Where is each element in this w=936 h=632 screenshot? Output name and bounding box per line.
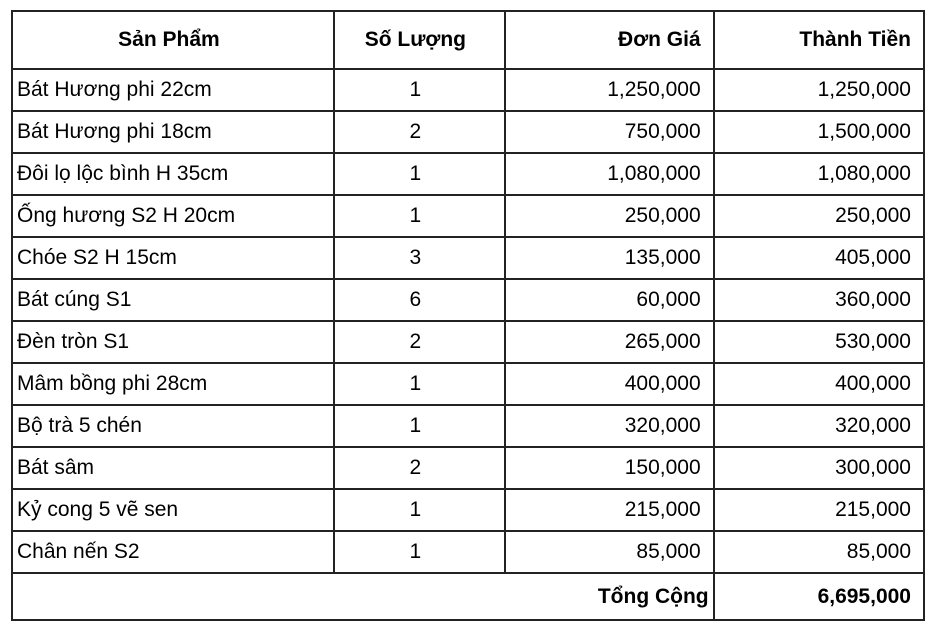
header-product: Sản Phẩm — [11, 10, 335, 70]
amount-cell: 250,000 — [712, 194, 926, 238]
table-row: Bát Hương phi 22cm 1 1,250,000 1,250,000 — [11, 68, 926, 112]
product-cell: Đèn tròn S1 — [11, 320, 335, 364]
total-row: Tổng Cộng 6,695,000 — [11, 572, 926, 621]
unit-price-cell: 150,000 — [503, 446, 715, 490]
amount-cell: 1,250,000 — [712, 68, 926, 112]
unit-price-cell: 135,000 — [503, 236, 715, 280]
unit-price-cell: 250,000 — [503, 194, 715, 238]
quantity-cell: 1 — [332, 488, 506, 532]
quantity-cell: 1 — [332, 152, 506, 196]
unit-price-cell: 215,000 — [503, 488, 715, 532]
table-row: Kỷ cong 5 vẽ sen 1 215,000 215,000 — [11, 488, 926, 532]
unit-price-cell: 750,000 — [503, 110, 715, 154]
amount-cell: 360,000 — [712, 278, 926, 322]
unit-price-cell: 60,000 — [503, 278, 715, 322]
table-row: Đôi lọ lộc bình H 35cm 1 1,080,000 1,080,00… — [11, 152, 926, 196]
unit-price-cell: 85,000 — [503, 530, 715, 574]
unit-price-cell: 1,080,000 — [503, 152, 715, 196]
amount-cell: 215,000 — [712, 488, 926, 532]
product-cell: Mâm bồng phi 28cm — [11, 362, 335, 406]
quantity-cell: 1 — [332, 404, 506, 448]
header-row: Sản Phẩm Số Lượng Đơn Giá Thành Tiền — [11, 10, 926, 70]
header-unit-price: Đơn Giá — [503, 10, 715, 70]
table-row: Bát cúng S1 6 60,000 360,000 — [11, 278, 926, 322]
amount-cell: 1,080,000 — [712, 152, 926, 196]
unit-price-cell: 1,250,000 — [503, 68, 715, 112]
quantity-cell: 6 — [332, 278, 506, 322]
amount-cell: 405,000 — [712, 236, 926, 280]
unit-price-cell: 265,000 — [503, 320, 715, 364]
amount-cell: 400,000 — [712, 362, 926, 406]
amount-cell: 320,000 — [712, 404, 926, 448]
product-cell: Ống hương S2 H 20cm — [11, 194, 335, 238]
product-cell: Bát Hương phi 22cm — [11, 68, 335, 112]
unit-price-cell: 400,000 — [503, 362, 715, 406]
product-cell: Chóe S2 H 15cm — [11, 236, 335, 280]
amount-cell: 300,000 — [712, 446, 926, 490]
product-cell: Đôi lọ lộc bình H 35cm — [11, 152, 335, 196]
header-quantity: Số Lượng — [332, 10, 506, 70]
table-row: Chóe S2 H 15cm 3 135,000 405,000 — [11, 236, 926, 280]
total-label: Tổng Cộng — [11, 572, 715, 621]
quantity-cell: 2 — [332, 320, 506, 364]
invoice-table: Sản Phẩm Số Lượng Đơn Giá Thành Tiền Bát… — [11, 10, 926, 621]
product-cell: Bát sâm — [11, 446, 335, 490]
table-row: Bộ trà 5 chén 1 320,000 320,000 — [11, 404, 926, 448]
product-cell: Kỷ cong 5 vẽ sen — [11, 488, 335, 532]
quantity-cell: 1 — [332, 68, 506, 112]
quantity-cell: 3 — [332, 236, 506, 280]
total-value: 6,695,000 — [712, 572, 926, 621]
amount-cell: 1,500,000 — [712, 110, 926, 154]
unit-price-cell: 320,000 — [503, 404, 715, 448]
table-row: Đèn tròn S1 2 265,000 530,000 — [11, 320, 926, 364]
table-row: Chân nến S2 1 85,000 85,000 — [11, 530, 926, 574]
table-row: Bát sâm 2 150,000 300,000 — [11, 446, 926, 490]
product-cell: Bát Hương phi 18cm — [11, 110, 335, 154]
product-cell: Bộ trà 5 chén — [11, 404, 335, 448]
quantity-cell: 1 — [332, 530, 506, 574]
quantity-cell: 1 — [332, 362, 506, 406]
quantity-cell: 2 — [332, 110, 506, 154]
quantity-cell: 2 — [332, 446, 506, 490]
product-cell: Chân nến S2 — [11, 530, 335, 574]
product-cell: Bát cúng S1 — [11, 278, 335, 322]
table-row: Bát Hương phi 18cm 2 750,000 1,500,000 — [11, 110, 926, 154]
amount-cell: 85,000 — [712, 530, 926, 574]
table-row: Ống hương S2 H 20cm 1 250,000 250,000 — [11, 194, 926, 238]
table-row: Mâm bồng phi 28cm 1 400,000 400,000 — [11, 362, 926, 406]
header-amount: Thành Tiền — [712, 10, 926, 70]
amount-cell: 530,000 — [712, 320, 926, 364]
quantity-cell: 1 — [332, 194, 506, 238]
